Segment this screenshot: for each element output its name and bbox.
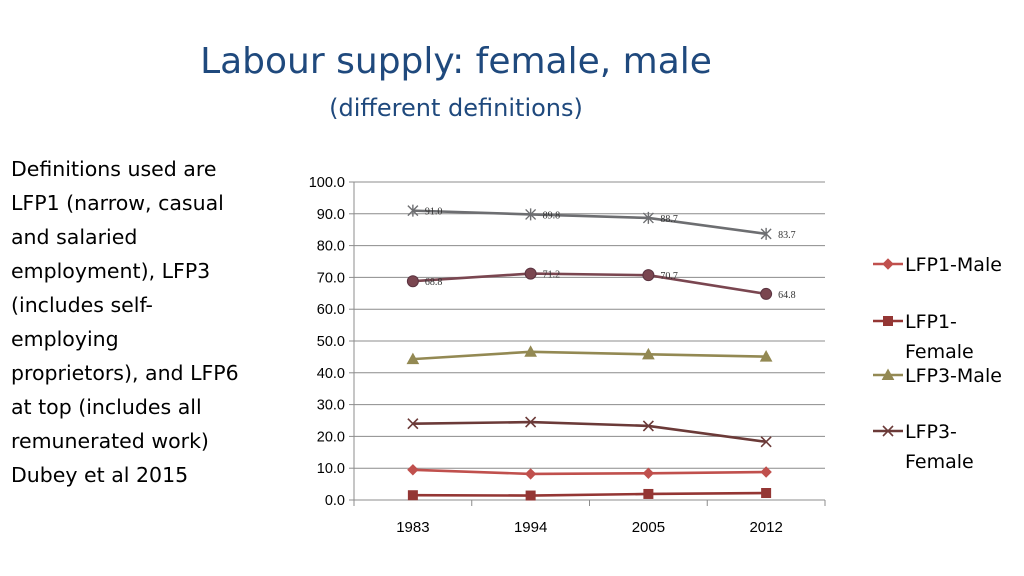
data-point	[642, 420, 654, 432]
x-axis-ticks: 1983 1994 2005 2012	[353, 500, 826, 536]
series-group	[407, 416, 772, 448]
y-tick-label: 80.0	[317, 239, 345, 255]
legend-swatch	[873, 316, 903, 326]
data-label: 91.0	[425, 207, 443, 218]
y-tick-label: 70.0	[317, 270, 345, 286]
data-point	[760, 466, 772, 478]
data-point	[881, 368, 895, 380]
data-point	[761, 488, 772, 499]
data-label: 68.8	[425, 277, 443, 288]
series-group	[406, 345, 773, 365]
data-point	[525, 208, 537, 221]
legend-item: LFP3-Female	[872, 417, 1019, 477]
data-label: 64.8	[778, 290, 796, 301]
data-point	[760, 227, 772, 240]
data-point	[407, 204, 419, 217]
y-tick-label: 60.0	[317, 302, 345, 318]
series-group	[406, 267, 773, 300]
data-point	[407, 490, 418, 501]
slide-subtitle: (different definitions)	[329, 94, 583, 122]
series-line	[412, 209, 767, 236]
series-line	[412, 272, 767, 296]
data-point	[525, 490, 536, 501]
data-point	[883, 316, 893, 326]
data-point	[524, 267, 537, 280]
data-point	[760, 287, 773, 300]
series-line	[412, 420, 767, 444]
y-tick-label: 20.0	[317, 429, 345, 445]
y-tick-label: 50.0	[317, 334, 345, 350]
x-tick-label: 1994	[514, 519, 547, 536]
definitions-paragraph: Definitions used are LFP1 (narrow, casua…	[11, 157, 239, 487]
legend-swatch	[873, 425, 903, 437]
data-label: 88.7	[660, 214, 678, 225]
data-point	[525, 416, 537, 428]
data-label: 83.7	[778, 230, 796, 241]
body-text: Definitions used are LFP1 (narrow, casua…	[11, 152, 251, 492]
data-point	[406, 352, 420, 365]
y-axis-ticks: 0.0 10.0 20.0 30.0 40.0 50.0 60.0 70.0 80.0 90.0 1…	[309, 175, 354, 509]
data-point	[642, 347, 655, 360]
series-layer	[406, 204, 773, 501]
x-tick-label: 1983	[396, 519, 429, 536]
legend-item: LFP1-Male	[872, 250, 1019, 280]
data-label: 70.7	[660, 271, 678, 282]
data-point	[642, 269, 655, 282]
data-point	[407, 418, 419, 430]
x-tick-label: 2012	[749, 519, 782, 536]
data-labels: 68.8 71.2 70.7 64.8 91.0 89.8 88.7 83.7	[425, 207, 796, 301]
legend-label: LFP1-Female	[905, 311, 974, 363]
y-tick-label: 100.0	[309, 175, 345, 191]
series-line	[412, 491, 767, 497]
series-group	[407, 464, 772, 480]
legend-label: LFP3-Male	[905, 365, 1002, 387]
y-tick-label: 40.0	[317, 366, 345, 382]
data-point	[406, 275, 419, 288]
gridlines	[354, 181, 825, 469]
series-line	[412, 468, 767, 476]
legend-item: LFP1-Female	[872, 307, 1019, 367]
x-tick-label: 2005	[632, 519, 665, 536]
data-label: 89.8	[543, 210, 561, 221]
legend-label: LFP3-Female	[905, 421, 974, 473]
data-point	[407, 464, 419, 476]
data-point	[760, 436, 772, 448]
y-tick-label: 0.0	[325, 493, 345, 509]
series-line	[412, 350, 767, 361]
legend-swatch	[873, 368, 903, 380]
series-group	[407, 204, 772, 240]
data-point	[643, 488, 654, 499]
data-point	[882, 425, 894, 437]
y-tick-label: 90.0	[317, 207, 345, 223]
data-point	[882, 258, 894, 270]
slide-title: Labour supply: female, male	[200, 41, 712, 82]
y-tick-label: 10.0	[317, 461, 345, 477]
legend-item: LFP3-Male	[872, 361, 1019, 391]
data-point	[759, 350, 773, 362]
data-label: 71.2	[543, 270, 561, 281]
series-group	[407, 488, 772, 501]
legend-label: LFP1-Male	[905, 254, 1002, 276]
y-tick-label: 30.0	[317, 398, 345, 414]
legend-swatch	[873, 258, 903, 270]
data-point	[524, 345, 537, 357]
data-point	[642, 467, 655, 479]
data-point	[642, 211, 654, 224]
data-point	[524, 468, 537, 480]
